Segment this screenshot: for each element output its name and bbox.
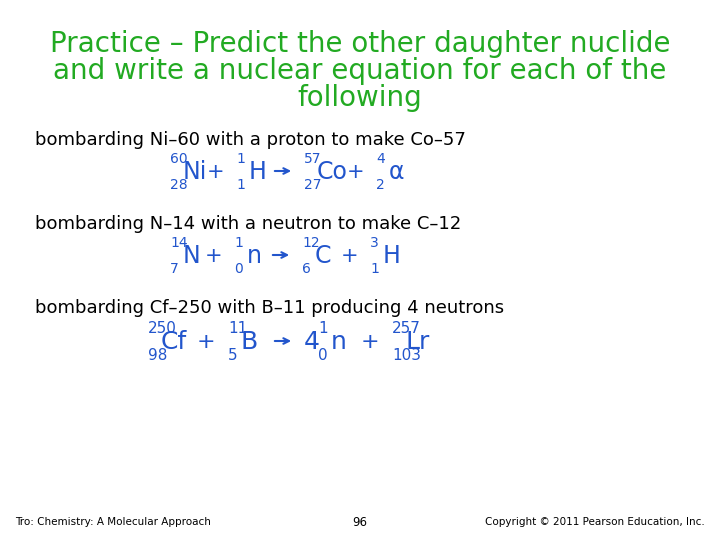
Text: 14: 14 — [170, 236, 188, 250]
Text: H: H — [249, 160, 267, 184]
Text: 0: 0 — [318, 348, 328, 363]
Text: bombarding Ni–60 with a proton to make Co–57: bombarding Ni–60 with a proton to make C… — [35, 131, 466, 149]
Text: n: n — [331, 330, 347, 354]
Text: Practice – Predict the other daughter nuclide: Practice – Predict the other daughter nu… — [50, 30, 670, 58]
Text: N: N — [183, 244, 201, 268]
Text: Ni: Ni — [183, 160, 207, 184]
Text: 103: 103 — [392, 348, 421, 363]
Text: bombarding Cf–250 with B–11 producing 4 neutrons: bombarding Cf–250 with B–11 producing 4 … — [35, 299, 504, 317]
Text: 5: 5 — [228, 348, 238, 363]
Text: +: + — [347, 162, 365, 182]
Text: 250: 250 — [148, 321, 177, 336]
Text: 57: 57 — [304, 152, 322, 166]
Text: 60: 60 — [170, 152, 188, 166]
Text: 1: 1 — [370, 262, 379, 276]
Text: and write a nuclear equation for each of the: and write a nuclear equation for each of… — [53, 57, 667, 85]
Text: 0: 0 — [234, 262, 243, 276]
Text: +: + — [207, 162, 225, 182]
Text: 1: 1 — [318, 321, 328, 336]
Text: 6: 6 — [302, 262, 311, 276]
Text: 7: 7 — [170, 262, 179, 276]
Text: 3: 3 — [370, 236, 379, 250]
Text: Copyright © 2011 Pearson Education, Inc.: Copyright © 2011 Pearson Education, Inc. — [485, 517, 705, 527]
Text: 4: 4 — [376, 152, 384, 166]
Text: +: + — [197, 332, 215, 352]
Text: 11: 11 — [228, 321, 247, 336]
Text: C: C — [315, 244, 331, 268]
Text: 28: 28 — [170, 178, 188, 192]
Text: 4: 4 — [304, 330, 320, 354]
Text: +: + — [205, 246, 222, 266]
Text: Co: Co — [317, 160, 348, 184]
Text: Tro: Chemistry: A Molecular Approach: Tro: Chemistry: A Molecular Approach — [15, 517, 211, 527]
Text: bombarding N–14 with a neutron to make C–12: bombarding N–14 with a neutron to make C… — [35, 215, 462, 233]
Text: H: H — [383, 244, 401, 268]
Text: 1: 1 — [236, 152, 245, 166]
Text: 1: 1 — [236, 178, 245, 192]
Text: Cf: Cf — [161, 330, 187, 354]
Text: 27: 27 — [304, 178, 322, 192]
Text: 96: 96 — [353, 516, 367, 529]
Text: +: + — [361, 332, 379, 352]
Text: following: following — [297, 84, 423, 112]
Text: 257: 257 — [392, 321, 421, 336]
Text: B: B — [241, 330, 258, 354]
Text: 12: 12 — [302, 236, 320, 250]
Text: 1: 1 — [234, 236, 243, 250]
Text: α: α — [389, 160, 405, 184]
Text: n: n — [247, 244, 262, 268]
Text: 2: 2 — [376, 178, 384, 192]
Text: Lr: Lr — [405, 330, 429, 354]
Text: +: + — [341, 246, 359, 266]
Text: 98: 98 — [148, 348, 167, 363]
